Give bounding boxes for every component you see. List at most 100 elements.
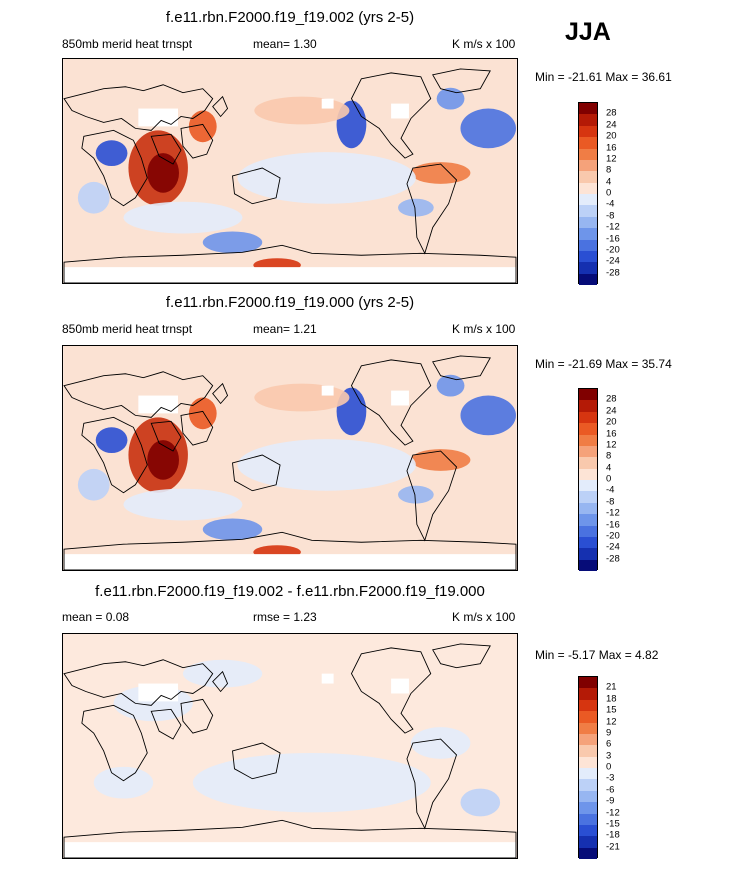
colorbar-swatch [579,239,597,251]
colorbar-swatch [579,790,597,803]
colorbar-swatch [579,502,597,515]
colorbar-swatch [579,536,597,549]
colorbar-tick-label: 0 [606,761,612,773]
colorbar-tick-label: 16 [606,142,617,153]
colorbar-tick-label: 6 [606,738,612,750]
panel-3-map [62,633,518,859]
missing-data-patch [391,390,409,406]
antarctica-mask [64,267,516,283]
colorbar-swatch [579,228,597,240]
colorbar-tick-label: 28 [606,393,617,405]
coastline [150,708,182,740]
colorbar-tick-label: -8 [606,496,615,508]
coastline [232,454,281,492]
panel-2-minmax: Min = -21.69 Max = 35.74 [535,357,672,371]
coastline [150,420,182,452]
panel-1-units: K m/s x 100 [452,37,516,51]
coastline [63,244,517,283]
colorbar-swatch [579,171,597,183]
panel-2-colorbar [578,388,598,571]
colorbar-swatch [579,756,597,768]
field-contour [398,198,434,217]
coastline [63,819,517,858]
colorbar-swatch [579,434,597,446]
colorbar-swatch [579,468,597,480]
colorbar-swatch [579,273,597,285]
colorbar-tick-label: -4 [606,484,615,496]
panel-3-title: f.e11.rbn.F2000.f19_f19.002 - f.e11.rbn.… [95,583,485,600]
field-contour [460,788,501,817]
coastline [180,123,214,159]
panel-1-minmax: Min = -21.61 Max = 36.61 [535,70,672,84]
coastline [63,659,214,706]
colorbar-tick-label: 0 [606,473,612,485]
colorbar-swatch [579,768,597,780]
field-contour [202,518,263,541]
field-contour [460,108,516,149]
field-contour [254,96,350,125]
field-contour [95,427,128,454]
colorbar-swatch [579,688,597,700]
coastline [180,698,214,734]
colorbar-tick-label: 4 [606,176,612,188]
colorbar-swatch [579,711,597,723]
colorbar-swatch [579,745,597,757]
field-contour [147,153,179,193]
coastline [81,704,148,782]
colorbar-swatch [579,262,597,274]
colorbar-swatch [579,159,597,172]
colorbar-tick-label: -24 [606,255,620,267]
field-contour [188,397,217,430]
colorbar-tick-label: -21 [606,841,620,853]
colorbar-tick-label: 4 [606,462,612,474]
panel-2-left-label: 850mb merid heat trnspt [62,322,193,336]
colorbar-swatch [579,423,597,435]
coastline [232,167,281,205]
field-contour [410,727,471,759]
colorbar-swatch [579,182,597,194]
colorbar-tick-label: 0 [606,187,612,199]
field-contour [123,488,243,521]
colorbar-tick-label: -9 [606,795,615,807]
coastline [432,643,491,669]
field-contour [192,752,431,813]
field-contour [237,439,416,491]
field-contour [436,374,465,397]
coastline [212,670,229,693]
coastline [63,84,214,131]
colorbar-tick-label: -15 [606,818,620,830]
missing-data-patch [391,678,409,694]
colorbar-swatch [579,824,597,837]
coastline [81,416,148,494]
colorbar-swatch [579,559,597,571]
colorbar-tick-label: -16 [606,519,620,530]
coastline [232,742,281,780]
field-contour [202,231,263,254]
coastline [406,163,458,255]
missing-data-patch [321,673,334,684]
colorbar-tick-label: -4 [606,198,615,210]
colorbar-tick-label: -6 [606,784,615,796]
panel-3-minmax: Min = -5.17 Max = 4.82 [535,648,659,662]
colorbar-swatch [579,148,597,160]
field-contour [147,440,179,480]
colorbar-swatch [579,103,597,115]
colorbar-swatch [579,250,597,263]
colorbar-tick-label: -3 [606,772,615,784]
missing-data-patch [138,395,178,414]
colorbar-tick-label: 20 [606,416,617,428]
coastline [63,371,214,418]
coastline [150,133,182,165]
colorbar-swatch [579,677,597,689]
field-contour [398,485,434,504]
colorbar-swatch [579,411,597,424]
colorbar-swatch [579,389,597,401]
coastline [406,738,458,830]
missing-data-patch [321,385,334,396]
colorbar-swatch [579,699,597,712]
coastline [180,410,214,446]
colorbar-swatch [579,779,597,791]
colorbar-tick-label: 20 [606,130,617,142]
panel-3-units: K m/s x 100 [452,610,516,624]
colorbar-tick-label: 9 [606,727,612,739]
